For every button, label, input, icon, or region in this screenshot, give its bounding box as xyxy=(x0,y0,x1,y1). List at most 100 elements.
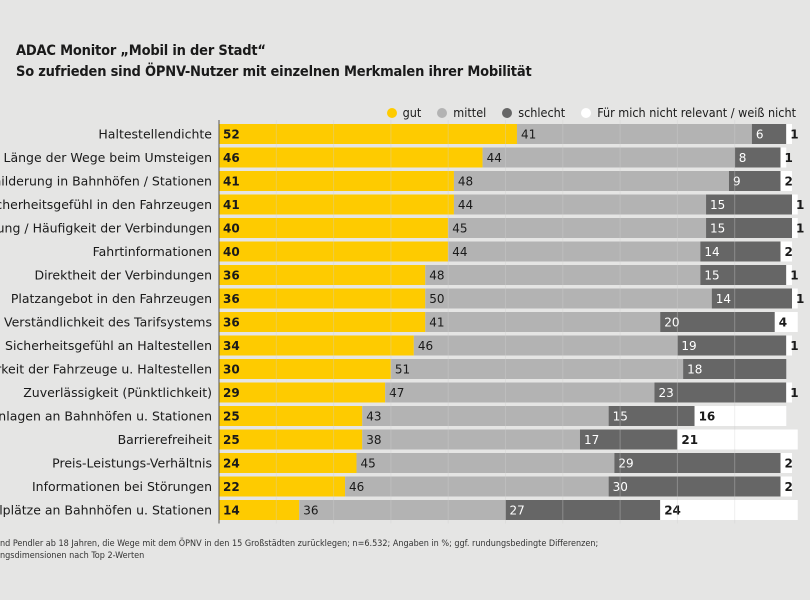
legend-label: gut xyxy=(402,105,422,120)
data-label: 41 xyxy=(223,198,240,212)
legend-item-mittel: mittel xyxy=(437,105,486,120)
legend-dot-icon xyxy=(502,107,513,118)
legend-dot-icon xyxy=(437,107,448,118)
data-label: 18 xyxy=(687,363,702,377)
footnote-line-1: nd Pendler ab 18 Jahren, die Wege mit de… xyxy=(0,539,599,549)
data-label: 9 xyxy=(733,175,741,189)
category-label: Barrierefreiheit xyxy=(118,432,213,447)
data-label: 2 xyxy=(785,245,793,259)
data-label: 52 xyxy=(223,128,240,142)
bar-segment-schlecht xyxy=(608,406,695,426)
category-label: Platzangebot in den Fahrzeugen xyxy=(11,291,212,306)
data-label: 1 xyxy=(785,151,793,165)
bar-segment-schlecht xyxy=(614,453,781,473)
data-label: 1 xyxy=(790,128,798,142)
data-label: 6 xyxy=(756,128,764,142)
category-label: Sicherheitsgefühl an Haltestellen xyxy=(5,338,212,353)
data-label: 15 xyxy=(710,198,725,212)
bar-segment-für xyxy=(786,124,792,144)
data-label: 36 xyxy=(223,316,240,330)
bar-segment-gut xyxy=(219,124,517,144)
data-label: 15 xyxy=(704,269,719,283)
bar-segment-für xyxy=(780,453,792,473)
data-label: 1 xyxy=(790,339,798,353)
bar-segment-schlecht xyxy=(700,241,781,262)
bar-segment-schlecht xyxy=(579,429,678,450)
bar-segment-mittel xyxy=(516,124,752,144)
data-label: 1 xyxy=(790,269,798,283)
data-label: 4 xyxy=(779,316,787,330)
data-label: 30 xyxy=(223,363,240,377)
legend: gut mittel schlecht Für mich nicht relev… xyxy=(386,105,796,120)
bar-segment-mittel xyxy=(425,288,712,309)
data-label: 50 xyxy=(429,292,444,306)
category-label: Zuverlässigkeit (Pünktlichkeit) xyxy=(23,385,212,400)
data-label: 17 xyxy=(584,433,599,447)
bar-segment-für xyxy=(780,476,792,497)
bar-segment-mittel xyxy=(425,265,701,285)
data-label: 45 xyxy=(361,457,376,471)
bar-segment-gut xyxy=(219,218,449,238)
data-label: 8 xyxy=(739,151,747,165)
data-label: 48 xyxy=(458,175,473,189)
category-label: Direktheit der Verbindungen xyxy=(34,268,212,283)
bar-segment-gut xyxy=(219,147,483,168)
bar-segment-für xyxy=(786,265,792,285)
bar-segment-für xyxy=(780,147,787,168)
legend-dot-icon xyxy=(386,107,397,118)
data-label: 36 xyxy=(223,269,240,283)
category-label: Länge der Wege beim Umsteigen xyxy=(4,150,213,165)
bar-segment-mittel xyxy=(385,382,655,403)
data-label: 1 xyxy=(796,292,804,306)
data-label: 24 xyxy=(664,504,681,518)
bar-segment-mittel xyxy=(345,476,609,497)
bar-segment-gut xyxy=(219,406,363,426)
category-label: Verständlichkeit des Tarifsystems xyxy=(4,315,212,330)
data-label: 27 xyxy=(510,504,525,518)
legend-item-nicht-relevant: Für mich nicht relevant / weiß nicht xyxy=(581,105,796,120)
data-label: 1 xyxy=(790,386,798,400)
data-label: 44 xyxy=(487,151,502,165)
category-label: Preis-Leistungs-Verhältnis xyxy=(52,456,212,471)
data-label: 1 xyxy=(796,222,804,236)
bar-segment-für xyxy=(774,312,798,332)
bar-segment-mittel xyxy=(448,218,707,238)
bar-segment-mittel xyxy=(448,241,701,262)
data-label: 43 xyxy=(366,410,381,424)
data-label: 45 xyxy=(452,222,467,236)
bar-segment-schlecht xyxy=(654,382,787,403)
category-label: Sicherheitsgefühl in den Fahrzeugen xyxy=(0,197,212,212)
category-label: Taktung / Häufigkeit der Verbindungen xyxy=(0,221,212,236)
data-label: 36 xyxy=(303,504,318,518)
bar-segment-mittel xyxy=(453,194,707,215)
bar-segment-schlecht xyxy=(728,171,781,191)
bar-segment-mittel xyxy=(299,500,506,520)
data-label: 15 xyxy=(613,410,628,424)
data-label: 34 xyxy=(223,339,240,353)
legend-label: Für mich nicht relevant / weiß nicht xyxy=(597,105,796,120)
data-label: 19 xyxy=(681,339,696,353)
footnote-line-2: ngsdimensionen nach Top 2-Werten xyxy=(0,551,145,561)
legend-item-schlecht: schlecht xyxy=(502,105,565,120)
data-label: 44 xyxy=(452,245,467,259)
bar-segment-gut xyxy=(219,241,449,262)
data-label: 46 xyxy=(349,480,364,494)
bar-segment-mittel xyxy=(453,171,729,191)
data-label: 51 xyxy=(395,363,410,377)
bar-segment-gut xyxy=(219,359,391,379)
category-label: Haltestellendichte xyxy=(98,127,212,142)
bar-segment-schlecht xyxy=(706,194,792,215)
bar-segment-mittel xyxy=(413,335,678,356)
data-label: 20 xyxy=(664,316,679,330)
bar-segment-für xyxy=(780,241,792,262)
bar-segment-schlecht xyxy=(677,335,787,356)
bar-segment-mittel xyxy=(362,406,609,426)
data-label: 44 xyxy=(458,198,473,212)
legend-label: mittel xyxy=(453,105,487,120)
bar-segment-gut xyxy=(219,500,300,520)
data-label: 41 xyxy=(521,128,536,142)
bar-segment-gut xyxy=(219,288,426,309)
bar-segment-mittel xyxy=(390,359,684,379)
data-label: 2 xyxy=(785,457,793,471)
category-label: stellanlagen an Bahnhöfen u. Stationen xyxy=(0,409,212,424)
